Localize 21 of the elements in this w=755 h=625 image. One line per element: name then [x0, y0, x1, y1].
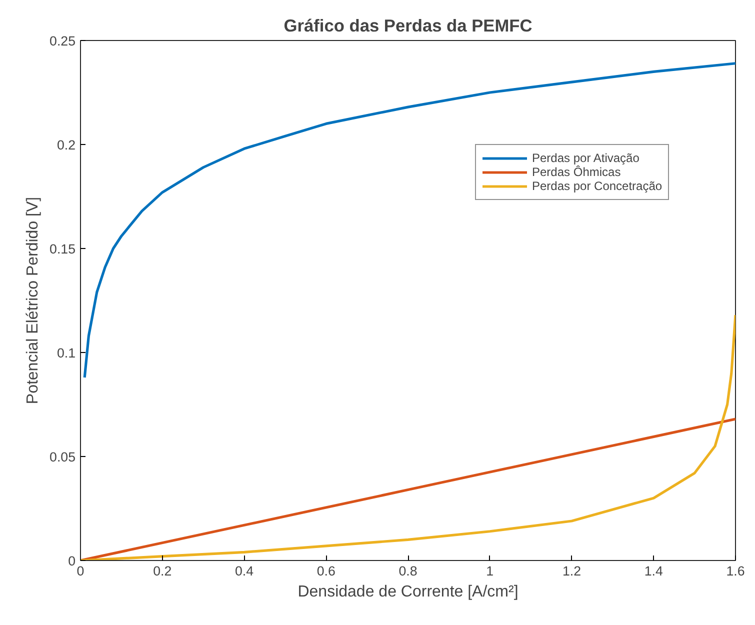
y-tick-label: 0.25 — [50, 34, 76, 48]
y-axis-title: Potencial Elétrico Perdido [V] — [24, 196, 42, 404]
y-tick-label: 0.15 — [50, 242, 76, 256]
chart-title: Gráfico das Perdas da PEMFC — [284, 16, 533, 36]
x-tick-label: 0.8 — [398, 564, 418, 578]
legend-label: Perdas por Ativação — [532, 151, 640, 165]
legend-label: Perdas Ôhmicas — [532, 165, 621, 179]
x-tick-label: 1.2 — [562, 564, 582, 578]
x-axis-title: Densidade de Corrente [A/cm²] — [298, 584, 518, 600]
x-tick-label: 0.4 — [234, 564, 254, 578]
x-tick-label: 1.4 — [644, 564, 664, 578]
y-tick-label: 0 — [68, 554, 76, 568]
y-tick-label: 0.1 — [56, 346, 76, 360]
legend-label: Perdas por Concetração — [532, 179, 662, 193]
x-tick-label: 1 — [486, 564, 494, 578]
y-tick-label: 0.2 — [56, 138, 76, 152]
x-tick-label: 1.6 — [726, 564, 745, 578]
line-series — [83, 62, 736, 379]
x-tick-label: 0.2 — [153, 564, 172, 578]
y-tick-label: 0.05 — [50, 450, 76, 464]
x-tick-label: 0.6 — [316, 564, 336, 578]
